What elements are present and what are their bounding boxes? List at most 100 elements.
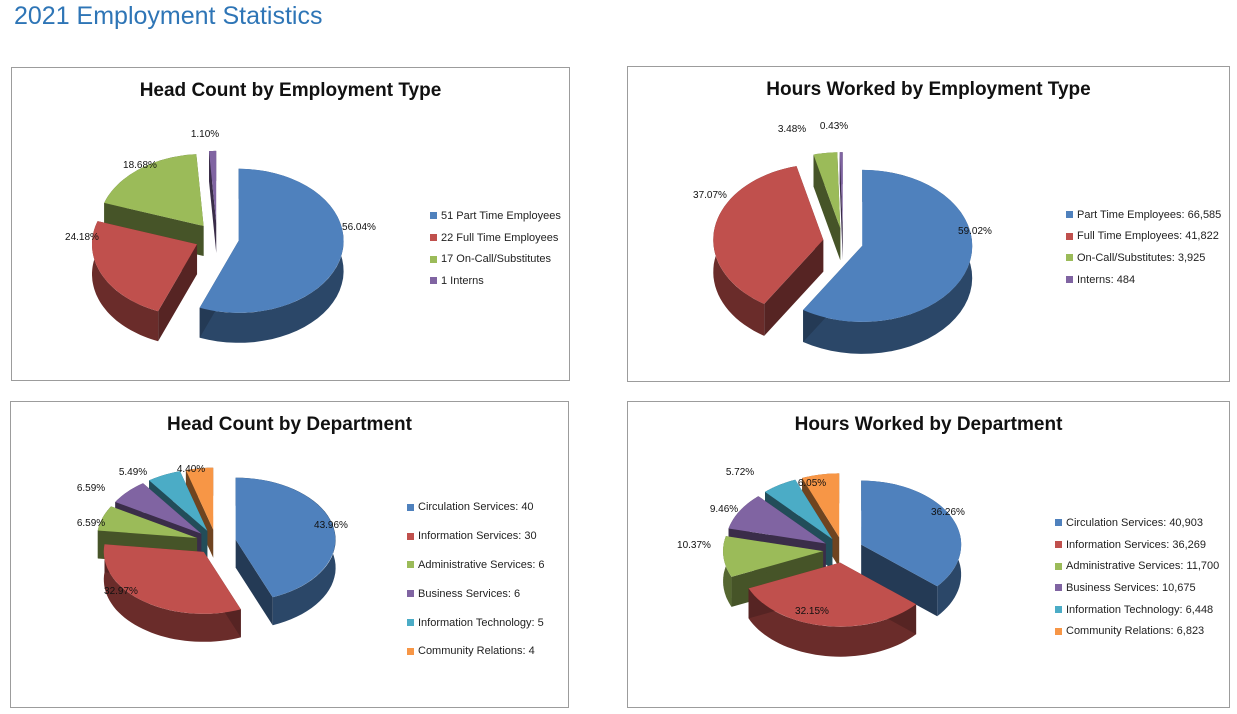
data-label: 3.48% [778, 124, 806, 135]
data-label: 10.37% [677, 540, 711, 551]
legend-label: 1 Interns [441, 274, 484, 287]
data-label: 18.68% [123, 160, 157, 171]
legend-label: Part Time Employees: 66,585 [1077, 208, 1222, 221]
pie-chart: 43.96% 32.97% 6.59% 6.59% 5.49% 4.40% [77, 464, 348, 642]
pie-slice [713, 166, 824, 336]
legend-swatch [407, 561, 414, 569]
legend-item: Information Services: 30 [407, 522, 545, 551]
legend-swatch [1066, 276, 1073, 284]
data-label: 4.40% [177, 464, 205, 475]
legend-swatch [1055, 562, 1062, 570]
legend-label: 22 Full Time Employees [441, 231, 559, 244]
legend-label: Administrative Services: 11,700 [1066, 560, 1220, 573]
pie-slice-top [235, 477, 336, 598]
pie-slice-wall [764, 239, 824, 336]
pie-slice-side [748, 588, 917, 657]
chart-title: Head Count by Employment Type [139, 80, 442, 101]
data-label: 6.59% [77, 483, 105, 494]
pie-slice-top [802, 473, 840, 538]
legend-item: Part Time Employees: 66,585 [1066, 204, 1221, 226]
chart-legend: Circulation Services: 40,903 Information … [1055, 512, 1219, 642]
legend-item: Information Technology: 5 [407, 608, 545, 637]
pie-slice-wall [813, 154, 841, 261]
pie-slice [803, 169, 973, 354]
data-label: 24.18% [65, 232, 99, 243]
legend-label: On-Call/Substitutes: 3,925 [1077, 251, 1206, 264]
pie-slice-side [92, 221, 159, 342]
pie-slice-top [765, 479, 833, 540]
legend-item: Business Services: 10,675 [1055, 577, 1219, 599]
legend-swatch [407, 503, 414, 511]
pie-slice-top [104, 154, 204, 227]
pie-slice [839, 152, 843, 261]
data-label: 32.97% [104, 586, 138, 597]
pie-slice-top [839, 152, 843, 229]
data-label: 36.26% [931, 507, 965, 518]
legend-item: 51 Part Time Employees [430, 205, 561, 227]
pie-slice-top [149, 471, 208, 531]
legend-item: Information Services: 36,269 [1055, 534, 1219, 556]
legend-item: Interns: 484 [1066, 269, 1221, 291]
pie-slice-side [103, 544, 241, 642]
pie-slice-top [185, 467, 214, 530]
data-label: 0.43% [820, 121, 848, 132]
data-label: 9.46% [710, 504, 738, 515]
legend-item: 1 Interns [430, 270, 561, 292]
pie-slice [813, 152, 841, 261]
legend-item: 22 Full Time Employees [430, 227, 561, 249]
legend-item: Business Services: 6 [407, 579, 545, 608]
legend-swatch [430, 212, 437, 220]
legend-item: Circulation Services: 40 [407, 493, 545, 522]
page-title: 2021 Employment Statistics [14, 2, 323, 30]
legend-swatch [1055, 627, 1062, 635]
pie-chart: 36.26% 32.15% 10.37% 9.46% 5.72% 6.05% [677, 467, 965, 657]
legend-item: Full Time Employees: 41,822 [1066, 226, 1221, 248]
chart-title: Hours Worked by Department [794, 414, 1063, 435]
data-label: 56.04% [342, 222, 376, 233]
legend-label: Community Relations: 4 [418, 645, 535, 658]
legend-label: Full Time Employees: 41,822 [1077, 230, 1219, 243]
pie-chart: 59.02% 37.07% 3.48% 0.43% [693, 121, 992, 354]
pie-slice [199, 168, 344, 343]
legend-label: Circulation Services: 40,903 [1066, 516, 1203, 529]
legend-item: 17 On-Call/Substitutes [430, 248, 561, 270]
legend-item: Information Technology: 6,448 [1055, 599, 1219, 621]
legend-item: Administrative Services: 6 [407, 551, 545, 580]
legend-swatch [1066, 211, 1073, 219]
pie-slice-top [115, 483, 202, 534]
pie-slice [748, 562, 917, 657]
legend-swatch [407, 590, 414, 598]
legend-swatch [407, 619, 414, 627]
legend-swatch [430, 277, 437, 285]
pie-slice-top [199, 168, 344, 313]
legend-label: Information Services: 30 [418, 530, 537, 543]
legend-item: Community Relations: 6,823 [1055, 620, 1219, 642]
pie-slice-top [813, 152, 841, 229]
legend-label: Administrative Services: 6 [418, 558, 545, 571]
legend-item: Circulation Services: 40,903 [1055, 512, 1219, 534]
pie-slice-wall [861, 544, 938, 617]
legend-swatch [1055, 541, 1062, 549]
chart-panel-hours-worked-department: Hours Worked by Department 36.26% 32.15% 1… [627, 401, 1230, 708]
legend-label: Business Services: 10,675 [1066, 581, 1196, 594]
data-label: 32.15% [795, 606, 829, 617]
pie-chart: 56.04% 24.18% 18.68% 1.10% [65, 129, 376, 343]
legend-label: Circulation Services: 40 [418, 501, 534, 514]
pie-slice-top [748, 562, 917, 627]
pie-slice [91, 221, 198, 342]
legend-item: Community Relations: 4 [407, 637, 545, 666]
legend-label: Information Technology: 5 [418, 616, 544, 629]
chart-title: Hours Worked by Employment Type [766, 79, 1091, 100]
data-label: 5.72% [726, 467, 754, 478]
pie-slice [861, 480, 962, 617]
pie-slice [235, 477, 336, 626]
legend-swatch [1055, 519, 1062, 527]
legend-swatch [1055, 584, 1062, 592]
legend-swatch [1066, 254, 1073, 262]
pie-slice-wall [208, 151, 217, 253]
legend-swatch [1066, 232, 1073, 240]
pie-slice-top [713, 166, 824, 304]
legend-swatch [430, 234, 437, 242]
pie-slice [103, 544, 241, 642]
pie-slice-top [91, 221, 198, 312]
